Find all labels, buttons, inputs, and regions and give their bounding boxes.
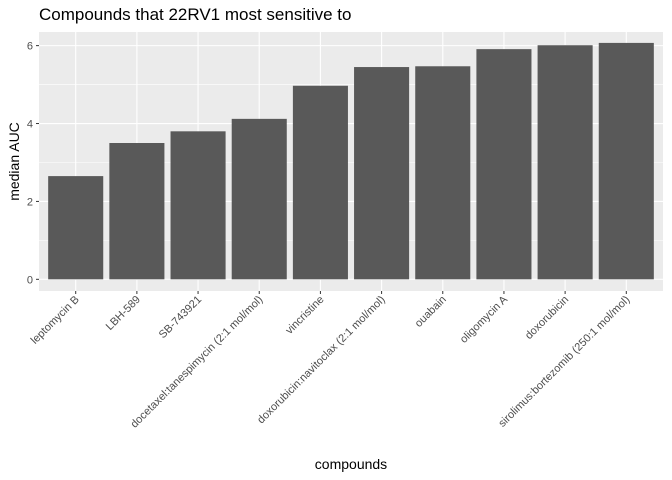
y-axis: 0 2 4 6 bbox=[27, 41, 39, 286]
bar bbox=[598, 42, 654, 280]
bar bbox=[48, 176, 104, 280]
bar bbox=[109, 143, 165, 280]
x-tick-label: doxorubicin bbox=[523, 294, 571, 342]
x-axis: leptomycin B LBH-589 SB-743921docetaxel:ta… bbox=[29, 291, 632, 431]
x-tick-label: oligomycin A bbox=[458, 293, 511, 346]
bar bbox=[537, 45, 593, 280]
x-tick-label: ouabain bbox=[413, 294, 449, 330]
bar bbox=[354, 67, 410, 280]
x-tick-label: vincristine bbox=[283, 294, 326, 337]
y-tick-label: 0 bbox=[27, 274, 33, 286]
bars bbox=[48, 42, 654, 280]
x-tick-label: doxorubicin:navitoclax (2:1 mol/mol) bbox=[255, 294, 388, 427]
chart-title: Compounds that 22RV1 most sensitive to bbox=[39, 5, 352, 24]
x-tick-label: LBH-589 bbox=[104, 294, 143, 333]
bar bbox=[476, 49, 532, 280]
x-axis-title: compounds bbox=[315, 456, 387, 472]
x-tick-label: sirolimus:bortezomib (250:1 mol/mol) bbox=[496, 294, 632, 430]
bar bbox=[170, 131, 226, 280]
x-tick-label: docetaxel:tanespimycin (2:1 mol/mol) bbox=[128, 294, 265, 431]
y-tick-label: 2 bbox=[27, 196, 33, 208]
bar bbox=[292, 85, 348, 280]
x-tick-label: leptomycin B bbox=[29, 294, 82, 347]
y-tick-label: 6 bbox=[27, 41, 33, 53]
bar bbox=[231, 118, 287, 280]
bar bbox=[415, 66, 471, 280]
x-tick-label: SB-743921 bbox=[157, 294, 204, 341]
y-axis-title: median AUC bbox=[6, 122, 22, 201]
y-tick-label: 4 bbox=[27, 119, 33, 131]
